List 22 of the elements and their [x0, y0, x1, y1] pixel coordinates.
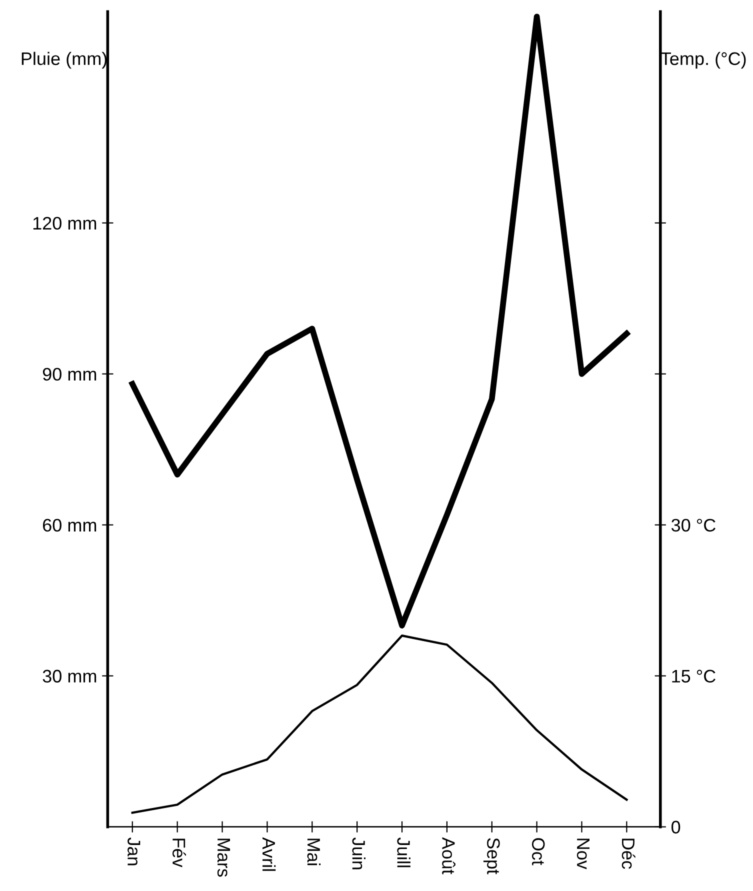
x-tick-label: Juin [352, 838, 366, 870]
y2-tick-label: 15 °C [672, 670, 716, 683]
x-tick-label: Avril [262, 837, 276, 871]
line-series [131, 634, 628, 814]
x-tick-label: Fév [172, 838, 186, 868]
x-tick-label: Jan [128, 838, 140, 866]
x-tick-label: Juill [397, 838, 410, 868]
x-tick-label: Nov [576, 838, 590, 870]
y-tick-label: 90 mm [42, 368, 96, 381]
x-tick-label: Sept [483, 838, 500, 874]
y-tick-label: 60 mm [43, 518, 96, 532]
x-tick-label: Mars [217, 838, 230, 877]
y2-axis-title: Temp. (°C) [660, 52, 746, 69]
y-axis-title: Pluie (mm) [22, 52, 107, 69]
y-tick-label: 30 mm [42, 670, 96, 683]
x-tick-label: Août [442, 837, 456, 874]
y-tick-label: 120 mm [33, 216, 96, 230]
y2-tick-label: 30 °C [671, 518, 716, 532]
y2-tick-label: 0 [672, 820, 680, 834]
x-tick-label: Oct [532, 838, 545, 866]
x-tick-label: Mai [307, 838, 321, 866]
x-tick-label: Déc [622, 838, 636, 869]
